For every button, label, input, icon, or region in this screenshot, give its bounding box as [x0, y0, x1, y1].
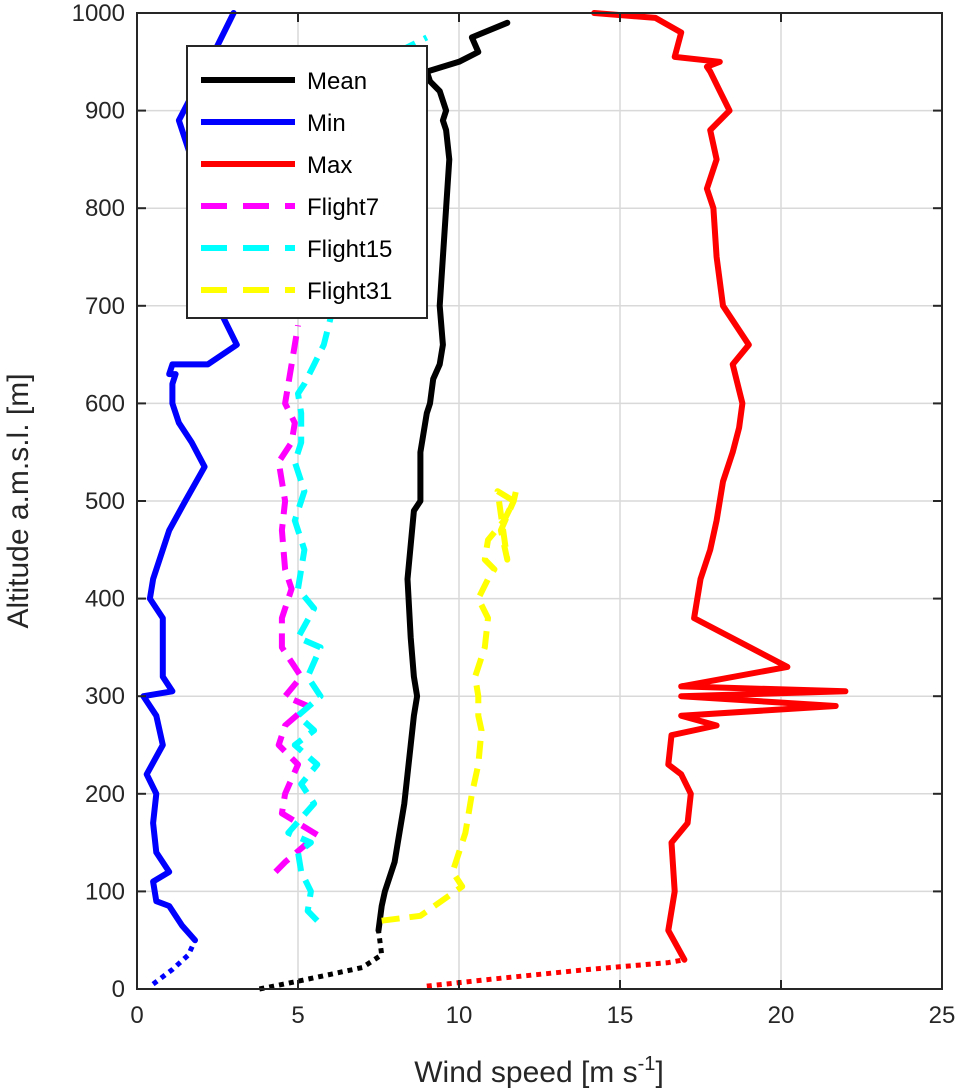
series-flight7-line [273, 324, 321, 874]
legend-label-flight31: Flight31 [307, 278, 392, 305]
series-layer [140, 10, 849, 992]
x-axis-label-end: ] [655, 1056, 663, 1089]
legend-box [186, 45, 428, 319]
y-tick-label: 700 [85, 293, 125, 320]
series-max-surface-line [426, 957, 685, 989]
x-axis-label: Wind speed [m s-1] [414, 1053, 664, 1089]
series-min-surface-line [151, 939, 198, 987]
y-tick-label: 300 [85, 683, 125, 710]
y-axis-label: Altitude a.m.s.l. [m] [2, 373, 35, 628]
legend-label-min: Min [307, 110, 346, 137]
y-tick-label: 400 [85, 586, 125, 613]
x-axis-label-main: Wind speed [m s [414, 1056, 637, 1089]
legend-label-mean: Mean [307, 68, 367, 95]
x-tick-label: 0 [130, 1002, 143, 1029]
y-tick-label: 600 [85, 390, 125, 417]
x-tick-label: 10 [446, 1002, 473, 1029]
x-tick-label: 20 [768, 1002, 795, 1029]
y-tick-label: 800 [85, 195, 125, 222]
x-tick-label: 5 [291, 1002, 304, 1029]
series-mean-surface-line [258, 930, 385, 992]
x-tick-label: 25 [929, 1002, 956, 1029]
y-tick-label: 900 [85, 98, 125, 125]
series-max-line [591, 10, 849, 963]
grid [137, 13, 942, 989]
series-mean-line [375, 19, 511, 934]
y-tick-label: 500 [85, 488, 125, 515]
legend-label-flight15: Flight15 [307, 236, 392, 263]
y-tick-label: 0 [112, 976, 125, 1003]
ticks: 0 5 10 15 20 25 0 100 200 300 400 500 600 700 800 900 10… [72, 0, 956, 1029]
series-min-line [140, 10, 240, 944]
series-flight31-line [381, 485, 520, 924]
y-tick-label: 200 [85, 781, 125, 808]
x-tick-label: 15 [607, 1002, 634, 1029]
legend-label-max: Max [307, 152, 352, 179]
legend: Mean Min Max Flight7 Flight15 Flight31 [186, 45, 428, 319]
y-tick-label: 1000 [72, 0, 125, 27]
y-tick-label: 100 [85, 878, 125, 905]
series-flight15-line [285, 34, 429, 923]
legend-label-flight7: Flight7 [307, 194, 379, 221]
x-axis-label-sup: -1 [638, 1053, 656, 1075]
